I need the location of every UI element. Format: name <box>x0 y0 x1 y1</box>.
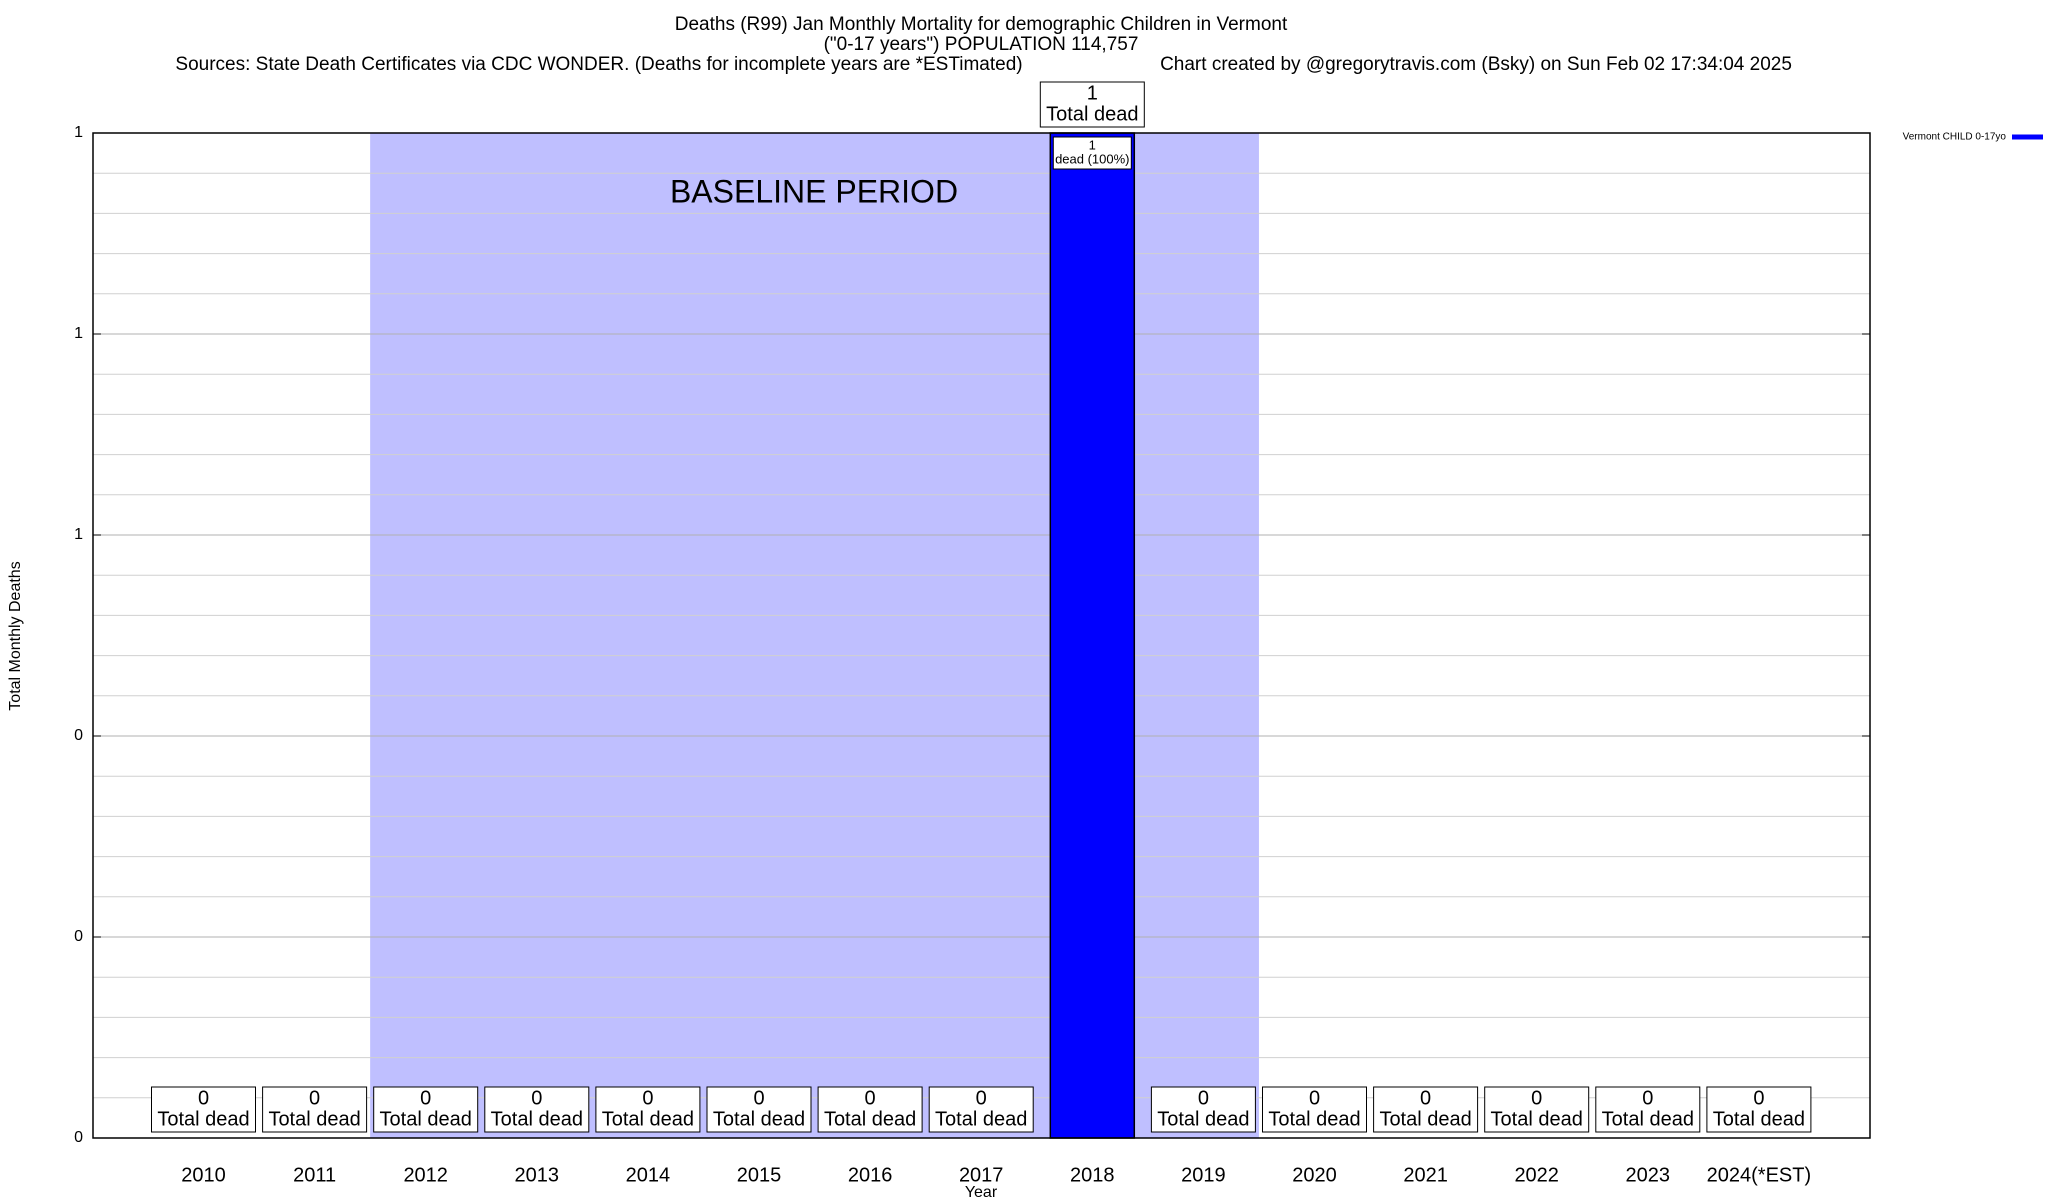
value-caption: Total dead <box>935 1108 1027 1130</box>
y-tick-label: 1 <box>74 526 83 543</box>
credit-note: Chart created by @gregorytravis.com (Bsk… <box>1160 54 1792 75</box>
x-tick-label: 2012 <box>403 1164 448 1186</box>
source-note: Sources: State Death Certificates via CD… <box>175 54 1022 75</box>
x-tick-label: 2024(*EST) <box>1707 1164 1812 1186</box>
value-label: 1 <box>1087 82 1098 104</box>
value-label-box <box>1595 1086 1701 1133</box>
value-label-box <box>1706 1086 1812 1133</box>
x-tick-label: 2022 <box>1514 1164 1559 1186</box>
value-label: 0 <box>1420 1087 1431 1109</box>
value-caption: Total dead <box>824 1108 916 1130</box>
y-tick-label: 1 <box>74 124 83 141</box>
y-tick-label: 0 <box>74 1129 83 1146</box>
x-tick-label: 2020 <box>1292 1164 1337 1186</box>
value-label-box <box>373 1086 479 1133</box>
chart-title: Deaths (R99) Jan Monthly Mortality for d… <box>675 14 1288 35</box>
legend-label: Vermont CHILD 0-17yo <box>1903 132 2007 143</box>
x-tick-label: 2023 <box>1626 1164 1671 1186</box>
inner-value-label: 1 <box>1089 137 1096 152</box>
value-caption: Total dead <box>157 1108 249 1130</box>
x-tick-label: 2011 <box>293 1164 336 1186</box>
value-label: 0 <box>1531 1087 1542 1109</box>
value-caption: Total dead <box>1046 103 1138 125</box>
x-tick-label: 2019 <box>1181 1164 1226 1186</box>
value-label: 0 <box>198 1087 209 1109</box>
x-tick-label: 2013 <box>515 1164 560 1186</box>
y-tick-label: 0 <box>74 928 83 945</box>
value-caption: Total dead <box>713 1108 805 1130</box>
x-tick-label: 2010 <box>181 1164 226 1186</box>
value-label-box <box>151 1086 256 1133</box>
x-tick-label: 2021 <box>1403 1164 1448 1186</box>
value-label: 0 <box>1642 1087 1653 1109</box>
inner-label-box <box>1052 136 1132 170</box>
x-tick-label: 2017 <box>959 1164 1004 1186</box>
value-label-box <box>595 1086 701 1133</box>
value-caption: Total dead <box>1491 1108 1583 1130</box>
value-caption: Total dead <box>1713 1108 1805 1130</box>
value-label-box <box>484 1086 590 1133</box>
y-tick-label: 1 <box>74 325 83 342</box>
y-axis-title: Total Monthly Deaths <box>7 561 24 710</box>
x-tick-label: 2016 <box>848 1164 893 1186</box>
value-label-box <box>1262 1086 1367 1133</box>
value-label-box <box>706 1086 812 1133</box>
value-caption: Total dead <box>491 1108 583 1130</box>
value-caption: Total dead <box>1157 1108 1249 1130</box>
bar <box>1049 132 1136 1139</box>
value-label: 0 <box>1753 1087 1764 1109</box>
value-label-box <box>928 1086 1034 1133</box>
inner-label: dead (100%) <box>1055 151 1129 166</box>
x-tick-label: 2015 <box>737 1164 782 1186</box>
value-label: 0 <box>1309 1087 1320 1109</box>
value-label-box <box>817 1086 923 1133</box>
value-label-box <box>1484 1086 1590 1133</box>
value-label-box <box>1039 81 1145 128</box>
value-label: 0 <box>1198 1087 1209 1109</box>
x-tick-label: 2014 <box>626 1164 671 1186</box>
value-label-box <box>262 1086 368 1133</box>
value-caption: Total dead <box>380 1108 472 1130</box>
value-caption: Total dead <box>1379 1108 1471 1130</box>
chart-subtitle: ("0-17 years") POPULATION 114,757 <box>824 34 1139 55</box>
value-label: 0 <box>642 1087 653 1109</box>
value-label: 0 <box>531 1087 542 1109</box>
baseline-label: BASELINE PERIOD <box>670 173 958 209</box>
value-caption: Total dead <box>268 1108 360 1130</box>
value-label: 0 <box>976 1087 987 1109</box>
value-label: 0 <box>865 1087 876 1109</box>
x-axis-title: Year <box>965 1184 998 1200</box>
value-label: 0 <box>309 1087 320 1109</box>
value-label-box <box>1150 1086 1256 1133</box>
value-label: 0 <box>753 1087 764 1109</box>
value-caption: Total dead <box>1268 1108 1360 1130</box>
value-label-box <box>1373 1086 1479 1133</box>
y-tick-label: 0 <box>74 727 83 744</box>
value-caption: Total dead <box>1602 1108 1694 1130</box>
value-caption: Total dead <box>602 1108 694 1130</box>
value-label: 0 <box>420 1087 431 1109</box>
x-tick-label: 2018 <box>1070 1164 1115 1186</box>
plot-frame <box>92 132 1871 1139</box>
